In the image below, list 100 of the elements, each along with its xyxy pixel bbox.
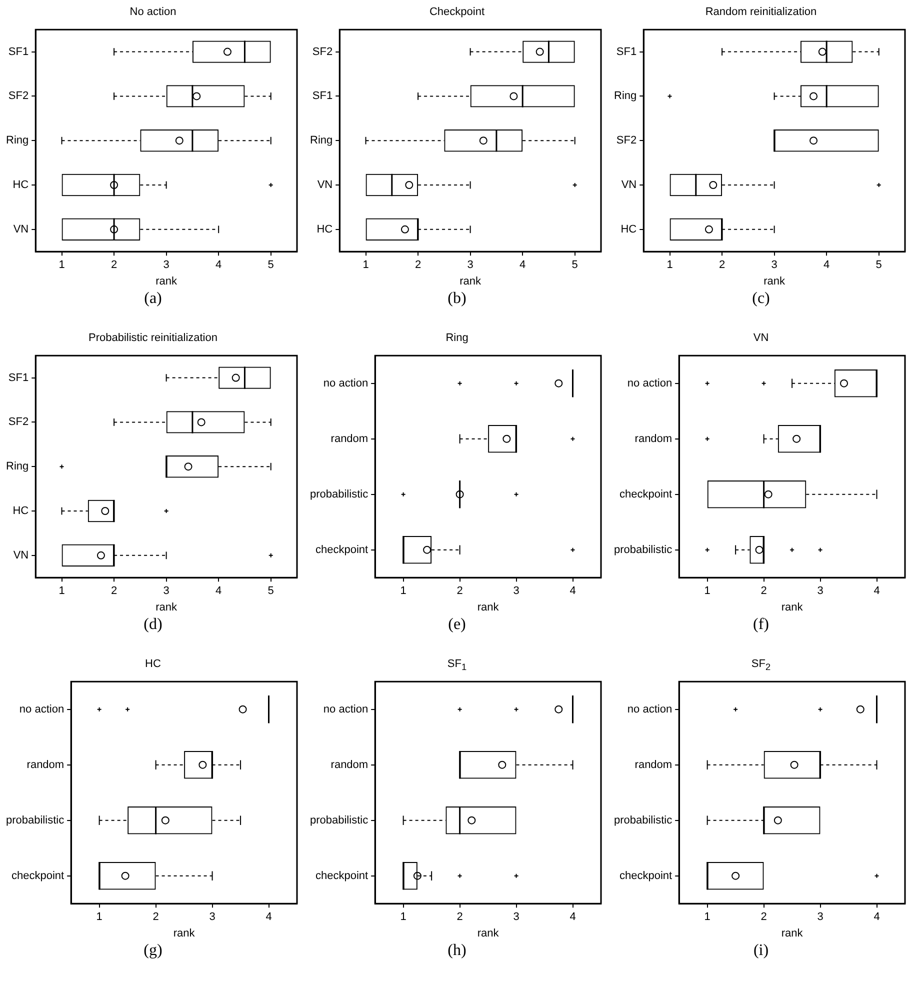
y-tick-label: random	[634, 432, 672, 445]
y-tick-label: probabilistic	[614, 544, 673, 556]
chart-title: HC	[145, 657, 161, 672]
y-tick-label: SF1	[616, 46, 637, 58]
x-tick-label: 3	[817, 585, 824, 598]
x-tick-label: 4	[874, 585, 880, 598]
x-axis-title: rank	[156, 275, 178, 288]
x-tick-label: 3	[817, 911, 824, 924]
y-tick-label: SF1	[312, 90, 333, 102]
x-axis-title: rank	[781, 927, 804, 940]
x-tick-label: 5	[268, 585, 274, 598]
text: (a)	[144, 290, 162, 308]
chart-title: Probabilistic reinitialization	[88, 331, 218, 346]
x-tick-label: 5	[572, 259, 578, 272]
y-tick-label: HC	[316, 223, 333, 236]
y-tick-label: random	[26, 758, 64, 771]
x-axis-title: rank	[764, 275, 786, 288]
x-tick-label: 5	[268, 259, 274, 272]
x-tick-label: 2	[110, 585, 118, 598]
y-tick-label: random	[330, 758, 368, 771]
chart-title: Checkpoint	[429, 5, 485, 20]
x-tick-label: 2	[456, 585, 463, 598]
x-axis-title: rank	[173, 927, 196, 940]
y-tick-label: HC	[12, 179, 29, 192]
x-tick-label: 1	[400, 911, 406, 924]
text: (g)	[144, 942, 162, 960]
y-tick-label: random	[634, 758, 672, 771]
x-tick-label: 3	[513, 585, 520, 598]
x-tick-label: 2	[152, 911, 159, 924]
x-tick-label: 2	[456, 911, 463, 924]
x-tick-label: 1	[96, 911, 102, 924]
y-tick-label: VN	[13, 223, 29, 236]
y-tick-label: random	[330, 432, 368, 445]
x-tick-label: 1	[704, 585, 710, 598]
y-tick-label: VN	[317, 179, 333, 192]
chart-title: No action	[130, 5, 176, 20]
x-tick-label: 1	[400, 585, 406, 598]
y-tick-label: SF2	[8, 416, 29, 428]
y-tick-label: Ring	[6, 460, 29, 473]
x-tick-label: 4	[824, 259, 830, 272]
y-tick-label: SF1	[8, 46, 29, 58]
y-tick-label: HC	[620, 223, 637, 236]
y-tick-label: no action	[627, 377, 672, 390]
y-tick-label: checkpoint	[11, 870, 64, 882]
chart-title: Random reinitialization	[705, 5, 817, 20]
y-tick-label: no action	[323, 703, 368, 716]
text: (i)	[753, 942, 769, 960]
x-tick-label: 4	[874, 911, 880, 924]
x-axis-title: rank	[781, 601, 804, 614]
y-tick-label: no action	[323, 377, 368, 390]
y-tick-label: checkpoint	[619, 488, 672, 500]
y-tick-label: SF2	[616, 134, 637, 147]
text: (f)	[753, 616, 769, 634]
x-tick-label: 4	[520, 259, 526, 272]
y-tick-label: probabilistic	[6, 814, 65, 826]
y-tick-label: probabilistic	[310, 488, 369, 500]
y-tick-label: SF2	[8, 90, 29, 102]
chart-title: SF$_{2}$	[751, 657, 771, 672]
y-tick-label: VN	[13, 549, 29, 562]
chart-title: Ring	[446, 331, 468, 346]
y-tick-label: probabilistic	[310, 814, 369, 826]
x-tick-label: 2	[414, 259, 422, 272]
text: (h)	[448, 942, 466, 960]
x-tick-label: 1	[666, 259, 673, 272]
x-axis-title: rank	[460, 275, 482, 288]
y-tick-label: SF1	[8, 372, 29, 384]
x-tick-label: 1	[58, 585, 65, 598]
x-axis-title: rank	[477, 927, 500, 940]
x-tick-label: 3	[467, 259, 474, 272]
text: (c)	[752, 290, 770, 308]
x-tick-label: 4	[570, 911, 576, 924]
text: (b)	[448, 290, 466, 308]
x-tick-label: 4	[266, 911, 272, 924]
x-tick-label: 1	[362, 259, 369, 272]
y-tick-label: checkpoint	[315, 544, 368, 556]
y-tick-label: no action	[19, 703, 64, 716]
x-tick-label: 4	[216, 259, 222, 272]
x-tick-label: 4	[570, 585, 576, 598]
x-tick-label: 4	[216, 585, 222, 598]
x-tick-label: 3	[513, 911, 520, 924]
y-tick-label: SF2	[312, 46, 333, 58]
chart-title: SF$_{1}$	[447, 657, 467, 672]
x-tick-label: 2	[760, 911, 767, 924]
y-tick-label: Ring	[6, 134, 29, 147]
x-axis-title: rank	[156, 601, 178, 614]
y-tick-label: HC	[12, 505, 29, 518]
x-tick-label: 2	[760, 585, 767, 598]
x-tick-label: 1	[58, 259, 65, 272]
y-tick-label: no action	[627, 703, 672, 716]
y-tick-label: VN	[621, 179, 637, 192]
text: (d)	[144, 616, 162, 634]
y-tick-label: Ring	[614, 90, 637, 102]
x-tick-label: 2	[110, 259, 118, 272]
x-tick-label: 2	[718, 259, 726, 272]
x-axis-title: rank	[477, 601, 500, 614]
x-tick-label: 3	[163, 585, 170, 598]
x-tick-label: 3	[771, 259, 778, 272]
y-tick-label: checkpoint	[315, 870, 368, 882]
y-tick-label: probabilistic	[614, 814, 673, 826]
chart-title: VN	[753, 331, 769, 346]
